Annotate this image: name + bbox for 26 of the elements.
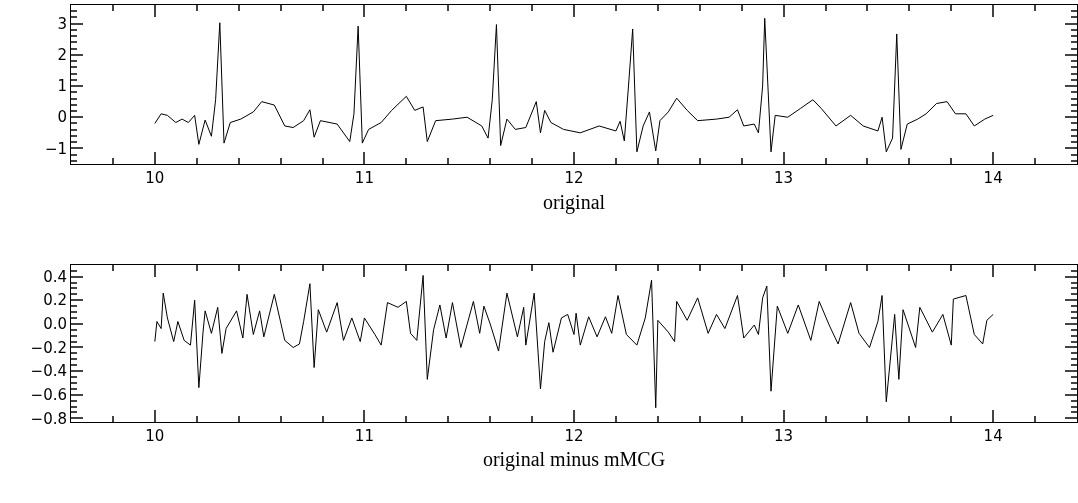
y-tick-label: −0.2 [30, 338, 67, 357]
x-tick-label: 13 [774, 426, 794, 445]
y-tick-label: −0.8 [30, 409, 67, 428]
y-tick-label: 0.0 [43, 315, 67, 334]
x-tick-label: 14 [983, 426, 1003, 445]
y-tick-label: −1 [44, 139, 67, 158]
y-tick-label: 2 [57, 46, 67, 65]
x-tick-label: 12 [564, 169, 584, 188]
x-tick-label: 10 [145, 169, 165, 188]
line-series [154, 274, 994, 409]
x-tick-label: 11 [354, 426, 374, 445]
y-tick-label: 0 [57, 108, 67, 127]
y-tick-label: 0.4 [43, 267, 67, 286]
x-axis-title: original [542, 190, 606, 214]
y-tick-label: 1 [57, 77, 67, 96]
x-tick-label: 14 [983, 169, 1003, 188]
y-tick-label: −0.6 [30, 385, 67, 404]
x-tick-label: 12 [564, 426, 584, 445]
x-tick-label: 10 [145, 426, 165, 445]
line-series [154, 17, 994, 153]
x-tick-label: 13 [774, 169, 794, 188]
x-axis-title: original minus mMCG [482, 448, 666, 472]
y-tick-label: 3 [57, 14, 67, 33]
x-tick-label: 11 [354, 169, 374, 188]
y-tick-label: −0.4 [30, 362, 67, 381]
y-tick-label: 0.2 [43, 291, 67, 310]
